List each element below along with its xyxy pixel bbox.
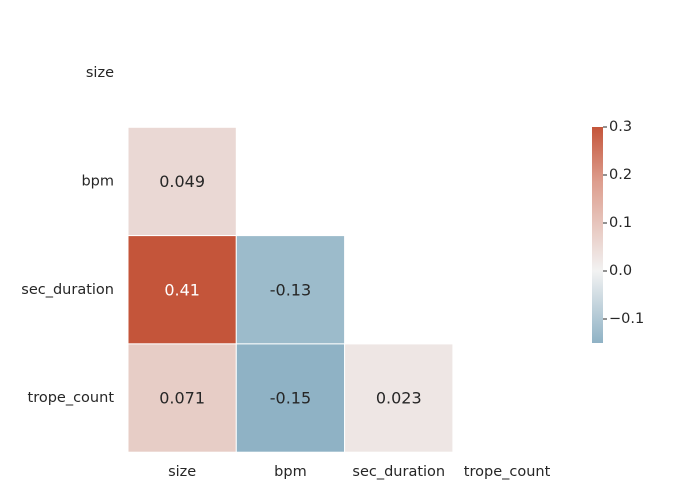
heatmap-cell [127,343,237,453]
heatmap-cell [235,343,346,453]
colorbar-gradient [592,127,603,343]
x-tick-label: sec_duration [352,464,445,480]
x-axis-tick-labels: size bpm sec_duration trope_count [168,464,551,480]
colorbar-ticks: 0.3 0.2 0.1 0.0 −0.1 [603,119,644,327]
x-tick-label: size [168,464,196,480]
colorbar-tick-label: 0.1 [609,215,632,231]
heatmap-cells [127,126,454,453]
y-tick-label: sec_duration [21,282,114,298]
cell-value-label: 0.071 [159,389,205,408]
x-tick-label: bpm [274,464,307,480]
colorbar-tick-label: −0.1 [609,311,644,327]
colorbar-tick-label: 0.3 [609,119,632,135]
y-axis-tick-labels: size bpm sec_duration trope_count [21,65,114,406]
y-tick-label: bpm [81,173,114,189]
cell-value-label: 0.023 [376,389,422,408]
cell-value-label: -0.13 [270,280,311,299]
heatmap-cell [344,343,454,453]
heatmap-cell [127,126,237,237]
heatmap-cell [127,235,237,345]
cell-value-label: 0.41 [164,280,200,299]
heatmap-cell-labels: 0.049 0.41 -0.13 0.071 -0.15 0.023 [159,172,421,408]
cell-value-label: 0.049 [159,172,205,191]
y-tick-label: trope_count [28,390,115,406]
colorbar: 0.3 0.2 0.1 0.0 −0.1 [592,119,644,343]
y-tick-label: size [86,65,114,81]
colorbar-tick-label: 0.2 [609,167,632,183]
cell-value-label: -0.15 [270,389,311,408]
x-tick-label: trope_count [464,464,551,480]
heatmap-cell [235,235,346,345]
colorbar-tick-label: 0.0 [609,263,632,279]
